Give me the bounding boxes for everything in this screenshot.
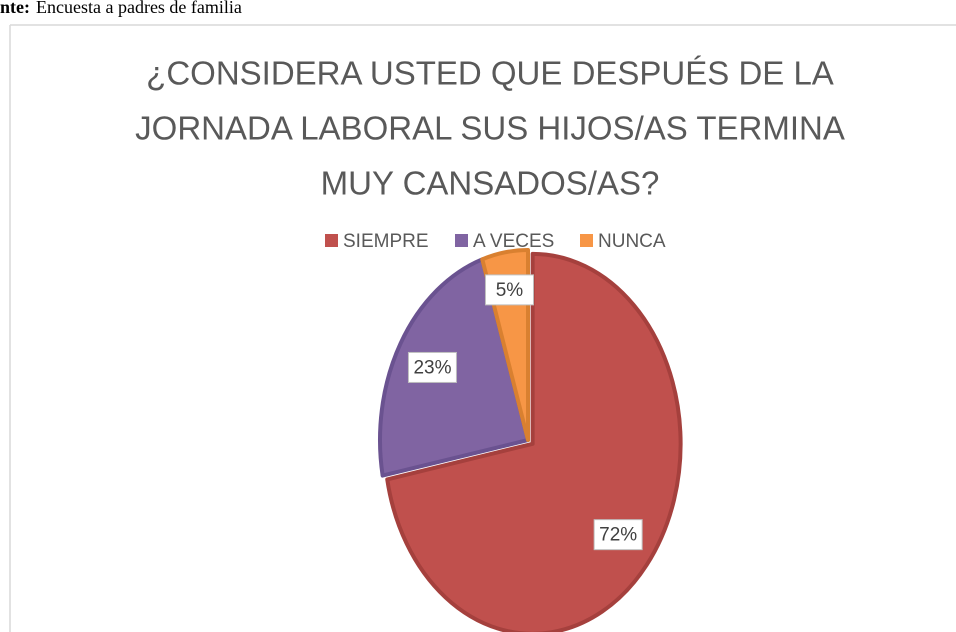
data-label-box (484, 274, 534, 306)
data-label-box (593, 519, 643, 551)
legend-label: A VECES (473, 231, 554, 252)
chart-title: ¿CONSIDERA USTED QUE DESPUÉS DE LA (146, 55, 834, 92)
data-label: 5% (496, 280, 524, 301)
data-label: 72% (599, 525, 637, 546)
legend-swatch (325, 234, 338, 247)
chart-title: JORNADA LABORAL SUS HIJOS/AS TERMINA (135, 110, 845, 147)
source-text: Encuesta a padres de familia (36, 0, 242, 17)
legend-swatch (580, 234, 593, 247)
legend-swatch (455, 234, 468, 247)
legend-label: SIEMPRE (343, 231, 429, 252)
chart-title: MUY CANSADOS/AS? (321, 165, 660, 202)
data-label: 23% (413, 357, 451, 378)
data-label-box (407, 351, 457, 383)
legend-label: NUNCA (598, 231, 666, 252)
source-label: nte: (0, 0, 30, 17)
